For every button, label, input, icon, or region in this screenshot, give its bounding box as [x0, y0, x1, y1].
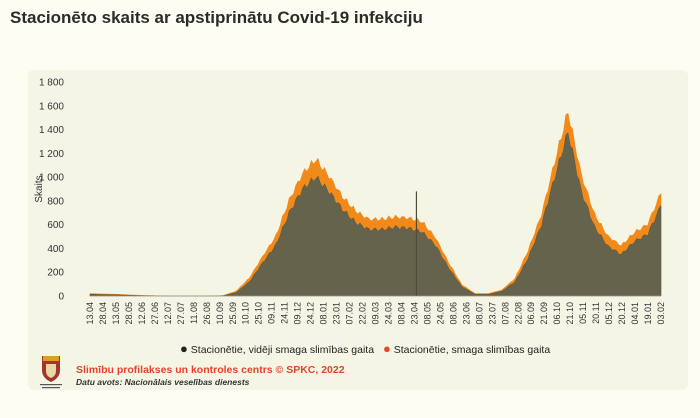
x-tick-label: 09.11	[267, 302, 277, 324]
x-tick-label: 06.10	[552, 302, 562, 325]
legend-label-severe: Stacionētie, smaga slimības gaita	[393, 344, 551, 356]
legend-marker-severe: ●	[382, 341, 391, 356]
y-tick-label: 1 800	[39, 78, 64, 89]
x-tick-label: 13.04	[85, 302, 95, 325]
spkc-logo-icon	[40, 356, 62, 389]
legend-item-severe[interactable]: ● Stacionētie, smaga slimības gaita	[382, 341, 551, 356]
chart-svg: 0 200 400 600 800 1 000 1 200 1 400 1 600 1 800 Sk…	[34, 78, 666, 325]
x-tick-label: 21.10	[565, 302, 575, 325]
x-tick-label: 08.07	[474, 302, 484, 325]
y-axis-title: Skaits	[34, 175, 45, 202]
legend: ● Stacionētie, vidēji smaga slimības gai…	[180, 341, 556, 356]
x-tick-label: 25.09	[228, 302, 238, 325]
x-tick-label: 05.12	[604, 302, 614, 325]
x-tick-label: 07.08	[500, 302, 510, 325]
x-tick-label: 06.09	[526, 302, 536, 325]
x-tick-label: 11.08	[189, 302, 199, 324]
x-tick-label: 10.10	[241, 302, 251, 325]
legend-item-moderate[interactable]: ● Stacionētie, vidēji smaga slimības gai…	[180, 341, 377, 356]
x-tick-label: 28.05	[124, 302, 134, 325]
legend-label-moderate: Stacionētie, vidēji smaga slimības gaita	[190, 344, 375, 356]
x-tick-label: 10.09	[215, 302, 225, 325]
x-tick-label: 13.05	[111, 302, 121, 325]
source-credit: Slimību profilakses un kontroles centrs …	[76, 364, 345, 376]
x-tick-label: 24.11	[280, 302, 290, 324]
x-tick-label: 05.11	[578, 302, 588, 324]
y-tick-label: 1 000	[39, 173, 64, 184]
x-tick-label: 21.09	[539, 302, 549, 325]
x-tick-label: 23.07	[487, 302, 497, 325]
x-tick-label: 12.07	[163, 302, 173, 325]
x-tick-label: 27.06	[150, 302, 160, 325]
x-tick-label: 25.10	[254, 302, 264, 325]
x-tick-label: 24.12	[306, 302, 316, 325]
x-tick-label: 23.06	[461, 302, 471, 325]
chart-title: Stacionēto skaits ar apstiprinātu Covid-…	[10, 8, 423, 27]
x-tick-label: 04.01	[630, 302, 640, 325]
x-tick-label: 08.01	[319, 302, 329, 325]
x-tick-label: 09.12	[293, 302, 303, 325]
x-tick-label: 19.01	[643, 302, 653, 325]
x-tick-label: 22.02	[358, 302, 368, 325]
x-tick-label: 12.06	[137, 302, 147, 325]
x-tick-label: 23.01	[332, 302, 342, 325]
x-tick-label: 09.03	[371, 302, 381, 325]
x-tick-label: 22.08	[513, 302, 523, 325]
data-source: Datu avots: Nacionālais veselības dienes…	[76, 377, 250, 387]
x-tick-label: 08.05	[422, 302, 432, 325]
legend-marker-moderate: ●	[180, 341, 188, 356]
x-tick-label: 24.03	[383, 302, 393, 325]
x-tick-label: 27.07	[176, 302, 186, 325]
x-tick-label: 28.04	[98, 302, 108, 325]
y-tick-label: 1 600	[39, 101, 64, 112]
y-tick-label: 1 400	[39, 125, 64, 136]
chart-panel: 0 200 400 600 800 1 000 1 200 1 400 1 600 1 800 Sk…	[28, 70, 688, 390]
x-tick-label: 24.05	[435, 302, 445, 325]
x-tick-label: 20.12	[617, 302, 627, 325]
x-tick-label: 08.04	[396, 302, 406, 325]
x-tick-label: 08.06	[448, 302, 458, 325]
x-tick-label: 07.02	[345, 302, 355, 325]
y-tick-label: 600	[47, 220, 64, 231]
x-tick-label: 23.04	[409, 302, 419, 325]
x-tick-label: 20.11	[591, 302, 601, 324]
y-tick-label: 0	[58, 292, 64, 303]
y-tick-label: 400	[47, 244, 64, 255]
y-tick-label: 1 200	[39, 149, 64, 160]
x-tick-label: 26.08	[202, 302, 212, 325]
y-tick-label: 800	[47, 196, 64, 207]
x-tick-label: 03.02	[656, 302, 666, 325]
y-tick-label: 200	[47, 268, 64, 279]
